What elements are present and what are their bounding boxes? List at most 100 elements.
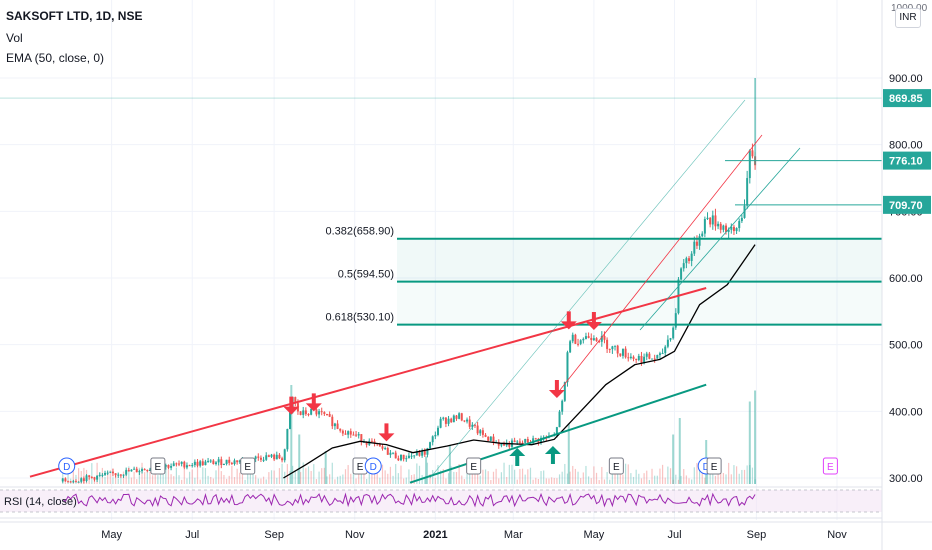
volume-bar <box>622 474 624 484</box>
volume-bar <box>469 465 471 484</box>
y-tick-label: 500.00 <box>889 340 923 352</box>
volume-bar <box>299 472 302 484</box>
candle-body <box>722 225 725 230</box>
candle-body <box>466 419 469 422</box>
event-marker-label: E <box>613 462 620 473</box>
volume-bar <box>181 479 183 484</box>
candle-body <box>82 478 85 481</box>
candle-body <box>584 336 587 339</box>
candle-body <box>471 424 474 427</box>
volume-bar <box>506 476 508 484</box>
volume-bar <box>722 473 724 484</box>
price-label-text: 776.10 <box>889 156 923 168</box>
down-arrow-marker <box>560 311 577 330</box>
currency-badge[interactable]: INR <box>895 8 921 28</box>
candle-body <box>629 356 632 359</box>
candle-body <box>328 413 331 417</box>
event-marker-label: D <box>63 462 70 473</box>
candle-body <box>429 442 432 449</box>
volume-bar <box>376 472 378 484</box>
candle-body <box>201 461 204 466</box>
volume-legend[interactable]: Vol <box>6 31 23 45</box>
volume-bar <box>344 469 347 484</box>
volume-bar <box>418 465 421 484</box>
volume-bar <box>683 469 685 484</box>
earnings-event-marker[interactable]: E <box>240 457 256 475</box>
volume-bar <box>96 462 98 484</box>
earnings-event-marker[interactable]: E <box>822 457 838 475</box>
volume-bar <box>154 466 156 484</box>
volume-bar <box>336 476 339 484</box>
candle-body <box>222 463 225 466</box>
event-marker-label: D <box>703 462 710 473</box>
candle-body <box>719 223 722 230</box>
rsi-line <box>62 492 756 508</box>
volume-bar <box>706 470 709 484</box>
candle-body <box>199 461 202 466</box>
volume-bar <box>442 469 444 484</box>
volume-bar <box>532 479 534 484</box>
volume-bar <box>717 467 719 484</box>
volume-bar <box>474 471 476 484</box>
volume-bar <box>688 478 690 484</box>
volume-bar <box>664 477 666 484</box>
fib-level-label: 0.5(594.50) <box>338 269 394 281</box>
volume-bar <box>748 401 751 484</box>
volume-bar <box>228 475 230 484</box>
fib-zone <box>397 238 882 282</box>
candle-body <box>133 468 136 470</box>
volume-bar <box>260 478 262 484</box>
earnings-event-marker[interactable]: E <box>150 457 166 475</box>
volume-bar <box>339 475 341 484</box>
price-label-text: 709.70 <box>889 200 923 212</box>
ema-legend[interactable]: EMA (50, close, 0) <box>6 51 105 65</box>
candle-body <box>658 353 661 356</box>
volume-bar <box>249 473 251 484</box>
x-tick-label: Nov <box>345 529 365 541</box>
volume-bar <box>115 473 117 484</box>
volume-bar <box>78 468 80 484</box>
volume-bar <box>471 470 473 484</box>
volume-bar <box>273 470 275 484</box>
volume-bar <box>297 468 299 484</box>
candle-body <box>104 472 107 475</box>
dividend-event-marker[interactable]: D <box>58 457 76 475</box>
volume-bar <box>302 462 304 484</box>
volume-bar <box>511 464 513 484</box>
volume-bar <box>276 477 278 484</box>
volume-bar <box>693 467 695 484</box>
candle-body <box>333 423 336 427</box>
volume-bar <box>220 471 222 484</box>
candle-body <box>341 430 344 434</box>
candle-body <box>67 481 70 483</box>
rsi-legend[interactable]: RSI (14, close) <box>4 496 77 508</box>
candle-body <box>175 463 178 465</box>
candle-body <box>127 470 130 472</box>
dividend-event-marker[interactable]: D <box>364 457 382 475</box>
symbol-legend[interactable]: SAKSOFT LTD, 1D, NSE <box>6 9 143 23</box>
volume-bar <box>424 477 426 484</box>
candle-body <box>447 418 450 424</box>
volume-bar <box>212 478 214 484</box>
event-marker-label: E <box>155 462 162 473</box>
candle-body <box>326 413 328 415</box>
volume-bar <box>638 473 640 484</box>
volume-bar <box>709 469 711 484</box>
volume-bar <box>281 463 283 484</box>
earnings-event-marker[interactable]: E <box>608 457 624 475</box>
candle-body <box>259 457 262 460</box>
volume-bar <box>598 479 600 484</box>
up-arrow-marker <box>544 446 561 464</box>
candle-body <box>740 217 743 222</box>
earnings-event-marker[interactable]: E <box>706 457 722 475</box>
candle-body <box>402 454 405 460</box>
volume-bar <box>450 466 452 484</box>
volume-bar <box>595 472 598 484</box>
x-tick-label: May <box>584 529 605 541</box>
earnings-event-marker[interactable]: E <box>466 457 482 475</box>
volume-bar <box>675 474 677 484</box>
volume-bar <box>448 445 451 484</box>
volume-bar <box>231 465 233 484</box>
candle-body <box>307 414 310 416</box>
